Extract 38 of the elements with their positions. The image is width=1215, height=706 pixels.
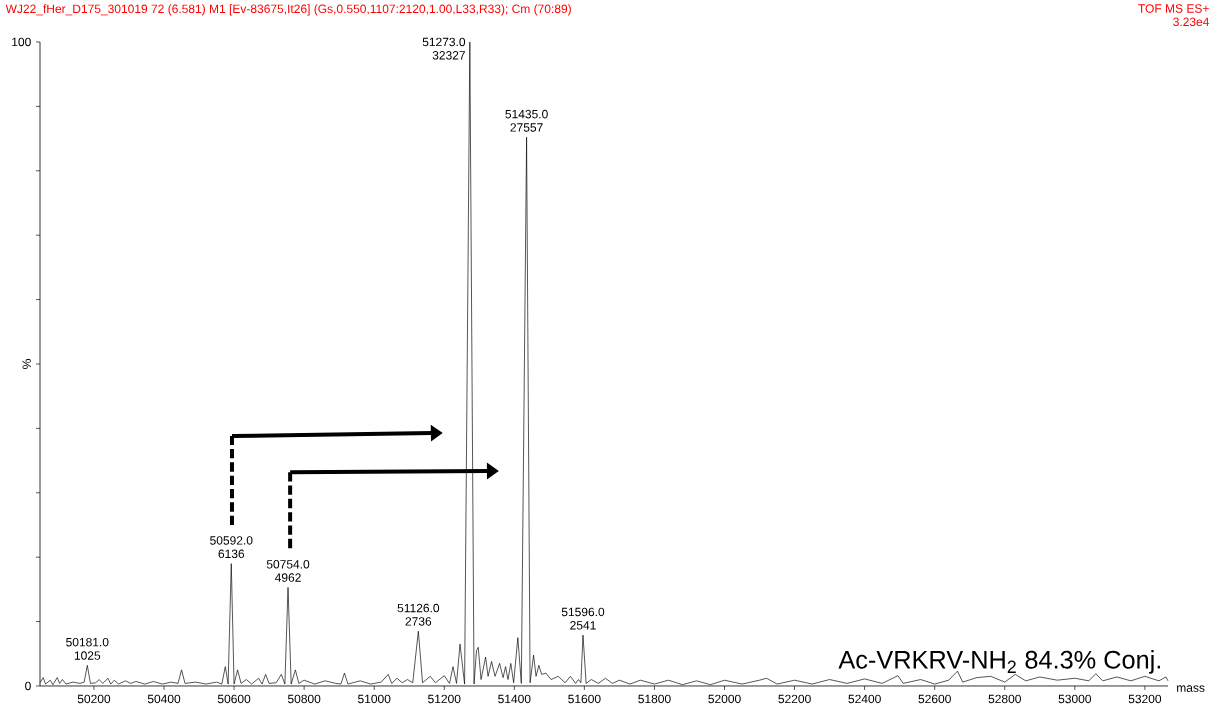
x-tick-label: 51800 bbox=[638, 694, 671, 704]
x-tick-label: 53200 bbox=[1128, 694, 1162, 704]
x-tick-label: 51600 bbox=[568, 694, 601, 704]
x-tick-label: 50400 bbox=[147, 694, 181, 704]
x-tick-label: 53000 bbox=[1058, 694, 1092, 704]
x-tick-label: 52000 bbox=[708, 694, 741, 704]
annotation: 6136 bbox=[218, 549, 245, 559]
annotation: 2736 bbox=[405, 617, 432, 626]
x-tick-label: 52200 bbox=[778, 694, 811, 704]
annotation: 50592.0 bbox=[210, 536, 253, 545]
x-tick-label: 52800 bbox=[988, 694, 1021, 704]
annotation: 4962 bbox=[274, 573, 301, 582]
annotation: 50754.0 bbox=[266, 560, 310, 569]
x-tick-label: 50200 bbox=[77, 694, 111, 704]
annotation: 51126.0 bbox=[397, 603, 440, 613]
annotation: 1025 bbox=[74, 651, 101, 660]
y-tick-label: 100 bbox=[12, 37, 31, 47]
annotation: 32327 bbox=[432, 51, 465, 60]
x-tick-label: 51400 bbox=[498, 694, 531, 704]
x-tick-label: 52400 bbox=[848, 694, 881, 704]
chart-title: WJ22_fHer_D175_301019 72 (6.581) M1 [Ev-83675,It26] (Gs,0.550,1107:2120,1.00,L33,R33); Cm (70:89) bbox=[5, 4, 571, 16]
annotation: 51596.0 bbox=[561, 607, 605, 617]
text: 3.23e4 bbox=[1173, 17, 1210, 27]
annotation: 27557 bbox=[510, 123, 543, 132]
annotation: Ac-VRKRV-NH$_{2}$ 84.3% Conj. bbox=[838, 650, 1161, 674]
x-tick-label: 52600 bbox=[918, 694, 951, 704]
y-axis-title: % bbox=[22, 359, 31, 369]
y-tick-label: 0 bbox=[25, 681, 31, 691]
x-axis-title: mass bbox=[1177, 685, 1205, 692]
annotation: 51435.0 bbox=[505, 109, 548, 119]
annotation: 51273.0 bbox=[422, 37, 466, 47]
x-tick-label: 51000 bbox=[358, 694, 391, 704]
x-tick-label: 50800 bbox=[287, 694, 321, 704]
annotation: 2541 bbox=[570, 621, 596, 630]
x-tick-label: 51200 bbox=[428, 694, 461, 704]
annotation: 50181.0 bbox=[66, 637, 109, 647]
x-tick-label: 50600 bbox=[217, 694, 251, 704]
chart-subtitle: TOF MS ES+ bbox=[1138, 4, 1209, 13]
